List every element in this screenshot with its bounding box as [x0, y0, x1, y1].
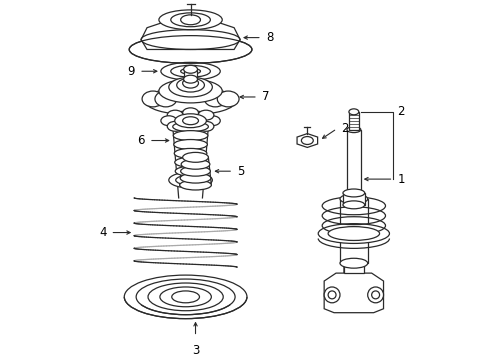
Text: 1: 1 [397, 172, 404, 186]
Ellipse shape [180, 68, 200, 74]
Ellipse shape [367, 287, 383, 303]
Ellipse shape [148, 283, 223, 311]
Ellipse shape [183, 75, 197, 83]
Polygon shape [296, 134, 317, 148]
Ellipse shape [183, 124, 198, 134]
Polygon shape [141, 12, 240, 49]
Text: 5: 5 [237, 165, 244, 178]
Text: 2: 2 [397, 105, 404, 118]
Ellipse shape [155, 91, 176, 107]
Bar [346, 130, 360, 199]
Ellipse shape [161, 116, 176, 126]
Ellipse shape [129, 36, 251, 63]
Ellipse shape [181, 159, 209, 169]
Ellipse shape [160, 287, 211, 307]
Ellipse shape [170, 65, 210, 77]
Ellipse shape [183, 65, 197, 73]
Ellipse shape [136, 279, 235, 315]
Ellipse shape [217, 91, 239, 107]
Ellipse shape [171, 291, 199, 303]
Ellipse shape [159, 79, 222, 103]
Bar [183, 69, 197, 79]
Bar [339, 199, 367, 263]
Ellipse shape [168, 77, 212, 97]
Ellipse shape [161, 62, 220, 80]
Ellipse shape [175, 166, 205, 176]
Ellipse shape [179, 180, 211, 190]
Ellipse shape [183, 78, 198, 88]
Ellipse shape [183, 152, 208, 162]
Bar [342, 193, 364, 205]
Text: 2: 2 [340, 122, 348, 135]
Ellipse shape [301, 136, 313, 144]
Ellipse shape [173, 140, 207, 149]
Text: 9: 9 [127, 65, 135, 78]
Ellipse shape [174, 114, 206, 128]
Ellipse shape [327, 291, 335, 299]
Ellipse shape [167, 110, 183, 120]
Ellipse shape [167, 121, 183, 131]
Polygon shape [324, 263, 383, 313]
Bar [348, 112, 358, 130]
Ellipse shape [346, 196, 360, 202]
Ellipse shape [173, 131, 207, 140]
Ellipse shape [327, 226, 379, 240]
Text: 6: 6 [137, 134, 145, 147]
Ellipse shape [176, 78, 204, 92]
Ellipse shape [164, 111, 216, 131]
Ellipse shape [339, 258, 367, 268]
Ellipse shape [204, 91, 226, 107]
Ellipse shape [174, 148, 206, 158]
Ellipse shape [183, 108, 198, 118]
Ellipse shape [339, 194, 367, 204]
Ellipse shape [318, 224, 388, 243]
Ellipse shape [371, 291, 379, 299]
Ellipse shape [168, 172, 212, 188]
Ellipse shape [180, 173, 210, 183]
Text: 3: 3 [191, 345, 199, 357]
Ellipse shape [142, 91, 163, 107]
Ellipse shape [175, 175, 205, 185]
Ellipse shape [183, 117, 198, 125]
Ellipse shape [346, 127, 360, 132]
Bar [343, 263, 363, 273]
Text: 7: 7 [261, 90, 269, 103]
Ellipse shape [342, 201, 364, 209]
Ellipse shape [180, 15, 200, 25]
Ellipse shape [170, 13, 210, 27]
Ellipse shape [324, 287, 339, 303]
Text: 4: 4 [99, 226, 106, 239]
Ellipse shape [159, 10, 222, 30]
Ellipse shape [198, 121, 213, 131]
Ellipse shape [174, 157, 206, 167]
Ellipse shape [172, 122, 208, 132]
Ellipse shape [348, 109, 358, 115]
Ellipse shape [342, 189, 364, 197]
Ellipse shape [180, 166, 210, 176]
Ellipse shape [204, 116, 220, 126]
Ellipse shape [145, 87, 236, 115]
Ellipse shape [124, 275, 246, 319]
Ellipse shape [198, 110, 213, 120]
Text: 8: 8 [265, 31, 273, 44]
